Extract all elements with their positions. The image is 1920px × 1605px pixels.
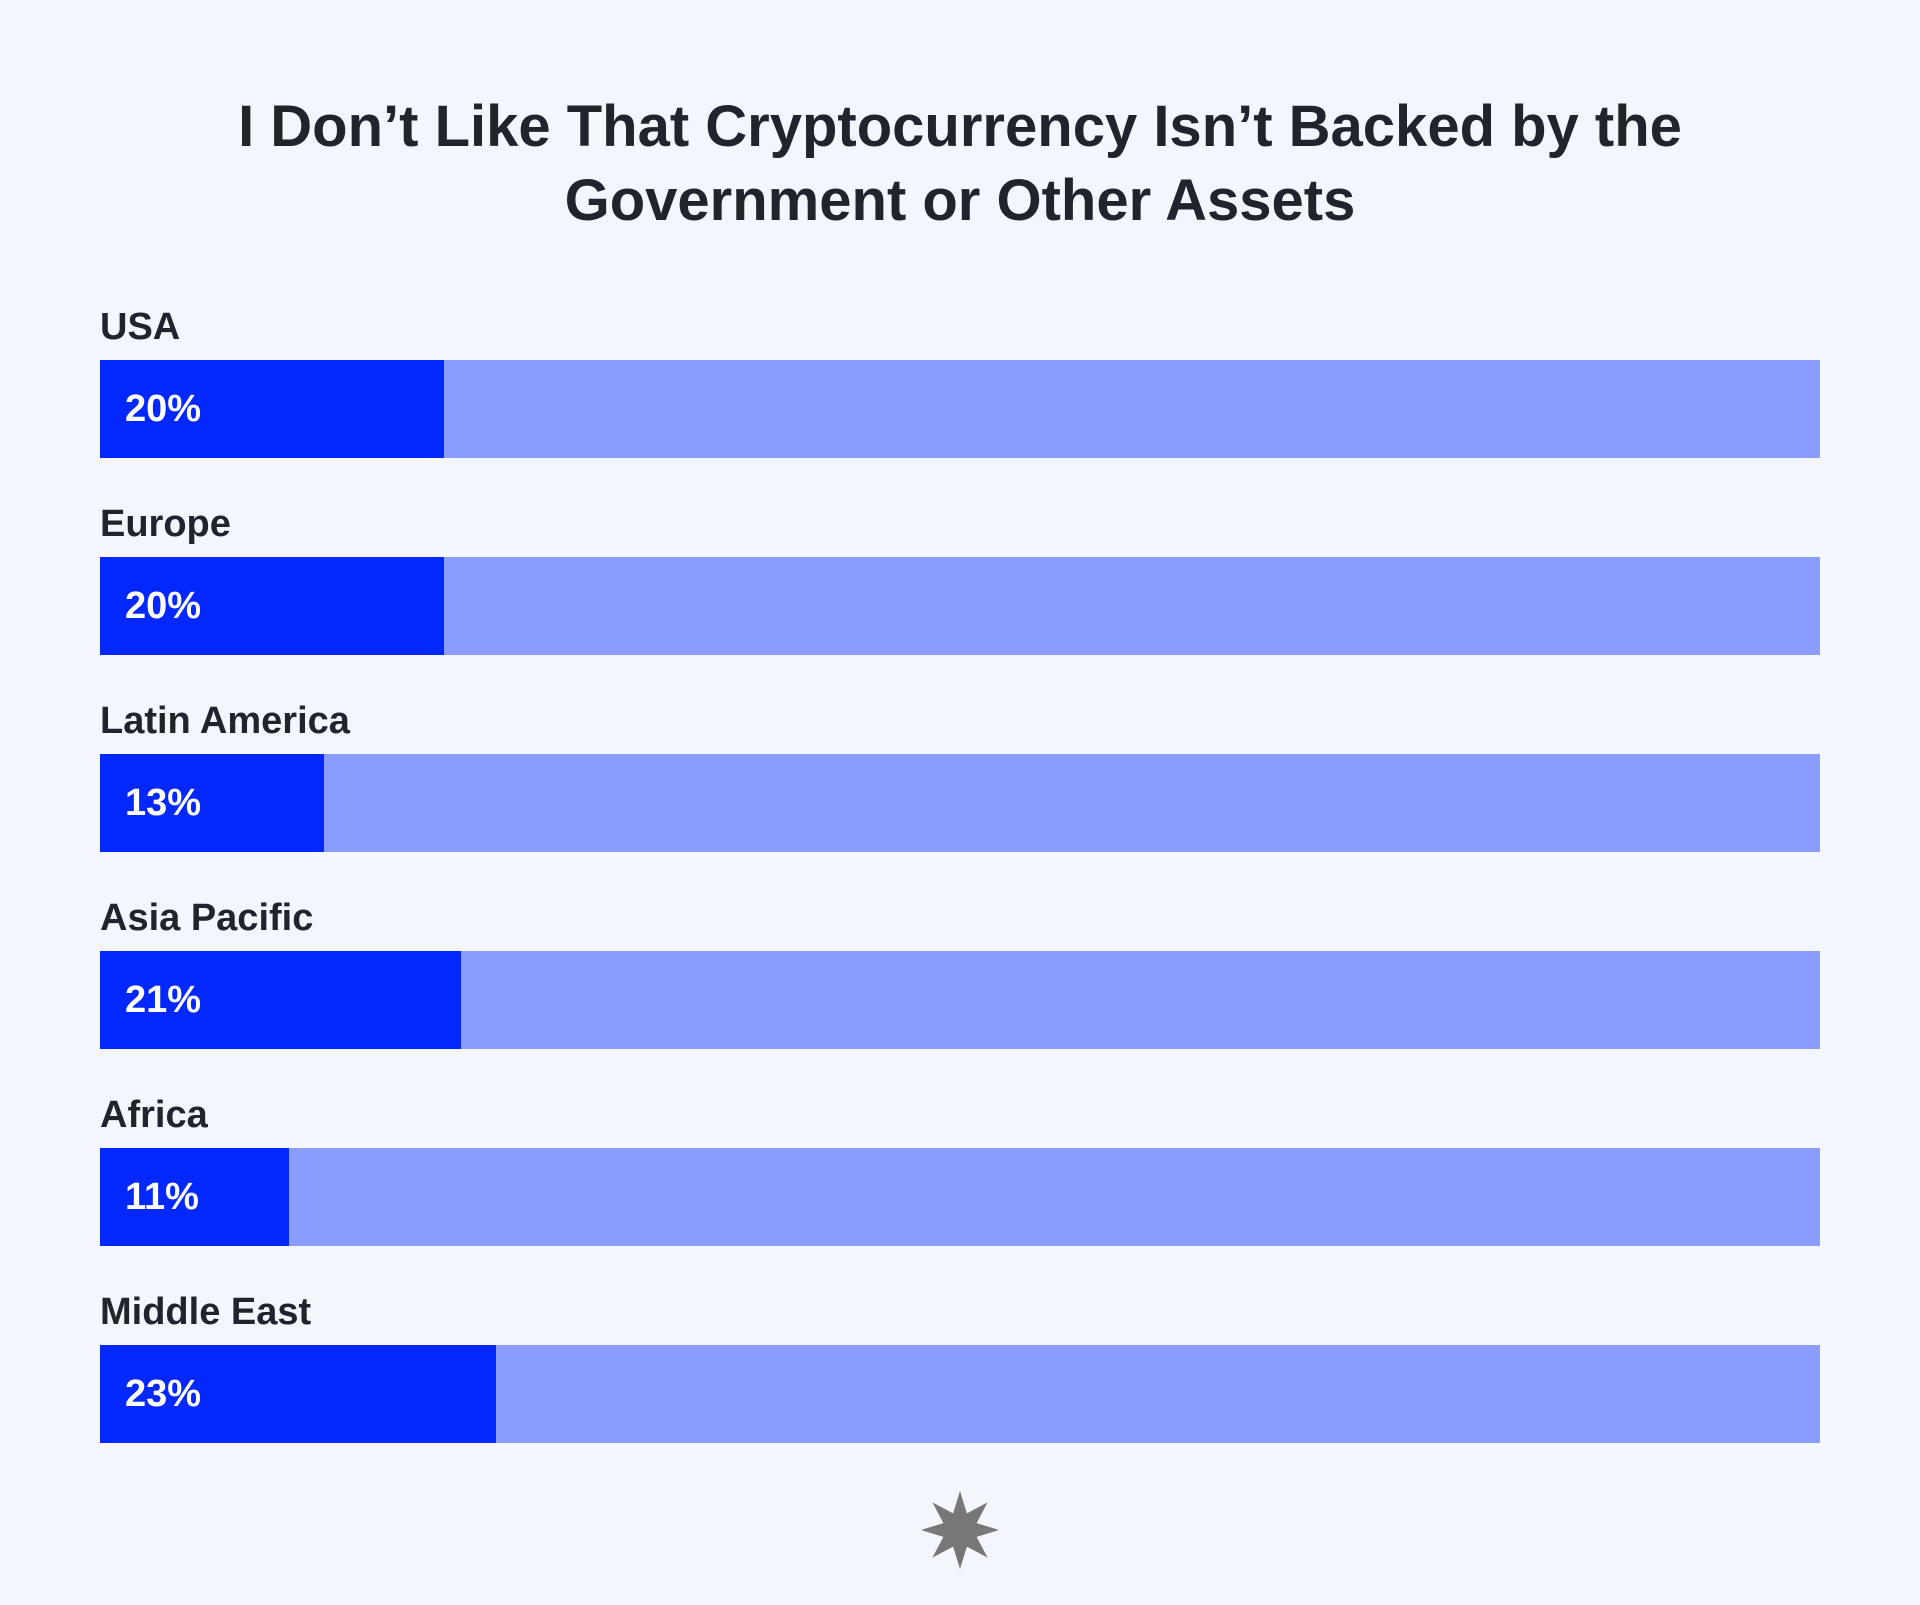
category-label: Africa xyxy=(100,1094,208,1136)
bar-track: 11% xyxy=(100,1148,1820,1246)
bar-row: Latin America 13% xyxy=(100,694,1820,869)
chart-title-line-1: I Don’t Like That Cryptocurrency Isn’t B… xyxy=(238,94,1682,159)
data-label: 20% xyxy=(125,388,202,430)
category-label: Europe xyxy=(100,503,231,545)
bar xyxy=(100,1148,289,1246)
bar-track: 20% xyxy=(100,360,1820,458)
bar-track: 23% xyxy=(100,1345,1820,1443)
data-label: 21% xyxy=(125,979,202,1021)
data-label: 23% xyxy=(125,1373,202,1415)
data-label: 13% xyxy=(125,782,202,824)
bar xyxy=(100,754,324,852)
category-label: Latin America xyxy=(100,700,350,742)
chart-title: I Don’t Like That Cryptocurrency Isn’t B… xyxy=(0,90,1920,238)
data-label: 11% xyxy=(125,1176,199,1218)
bar xyxy=(100,557,444,655)
category-label: Asia Pacific xyxy=(100,897,314,939)
bar xyxy=(100,951,461,1049)
bar-track: 13% xyxy=(100,754,1820,852)
bar xyxy=(100,1345,496,1443)
bar-row: Europe 20% xyxy=(100,497,1820,672)
data-label: 20% xyxy=(125,585,202,627)
bar-row: Middle East 23% xyxy=(100,1285,1820,1460)
category-label: Middle East xyxy=(100,1291,312,1333)
bar xyxy=(100,360,444,458)
category-label: USA xyxy=(100,306,181,348)
bar-row: USA 20% xyxy=(100,300,1820,475)
bar-track: 21% xyxy=(100,951,1820,1049)
star-burst-icon xyxy=(921,1491,999,1569)
chart-title-line-2: Government or Other Assets xyxy=(564,168,1356,233)
bar-row: Africa 11% xyxy=(100,1088,1820,1263)
bar-row: Asia Pacific 21% xyxy=(100,891,1820,1066)
bar-track: 20% xyxy=(100,557,1820,655)
